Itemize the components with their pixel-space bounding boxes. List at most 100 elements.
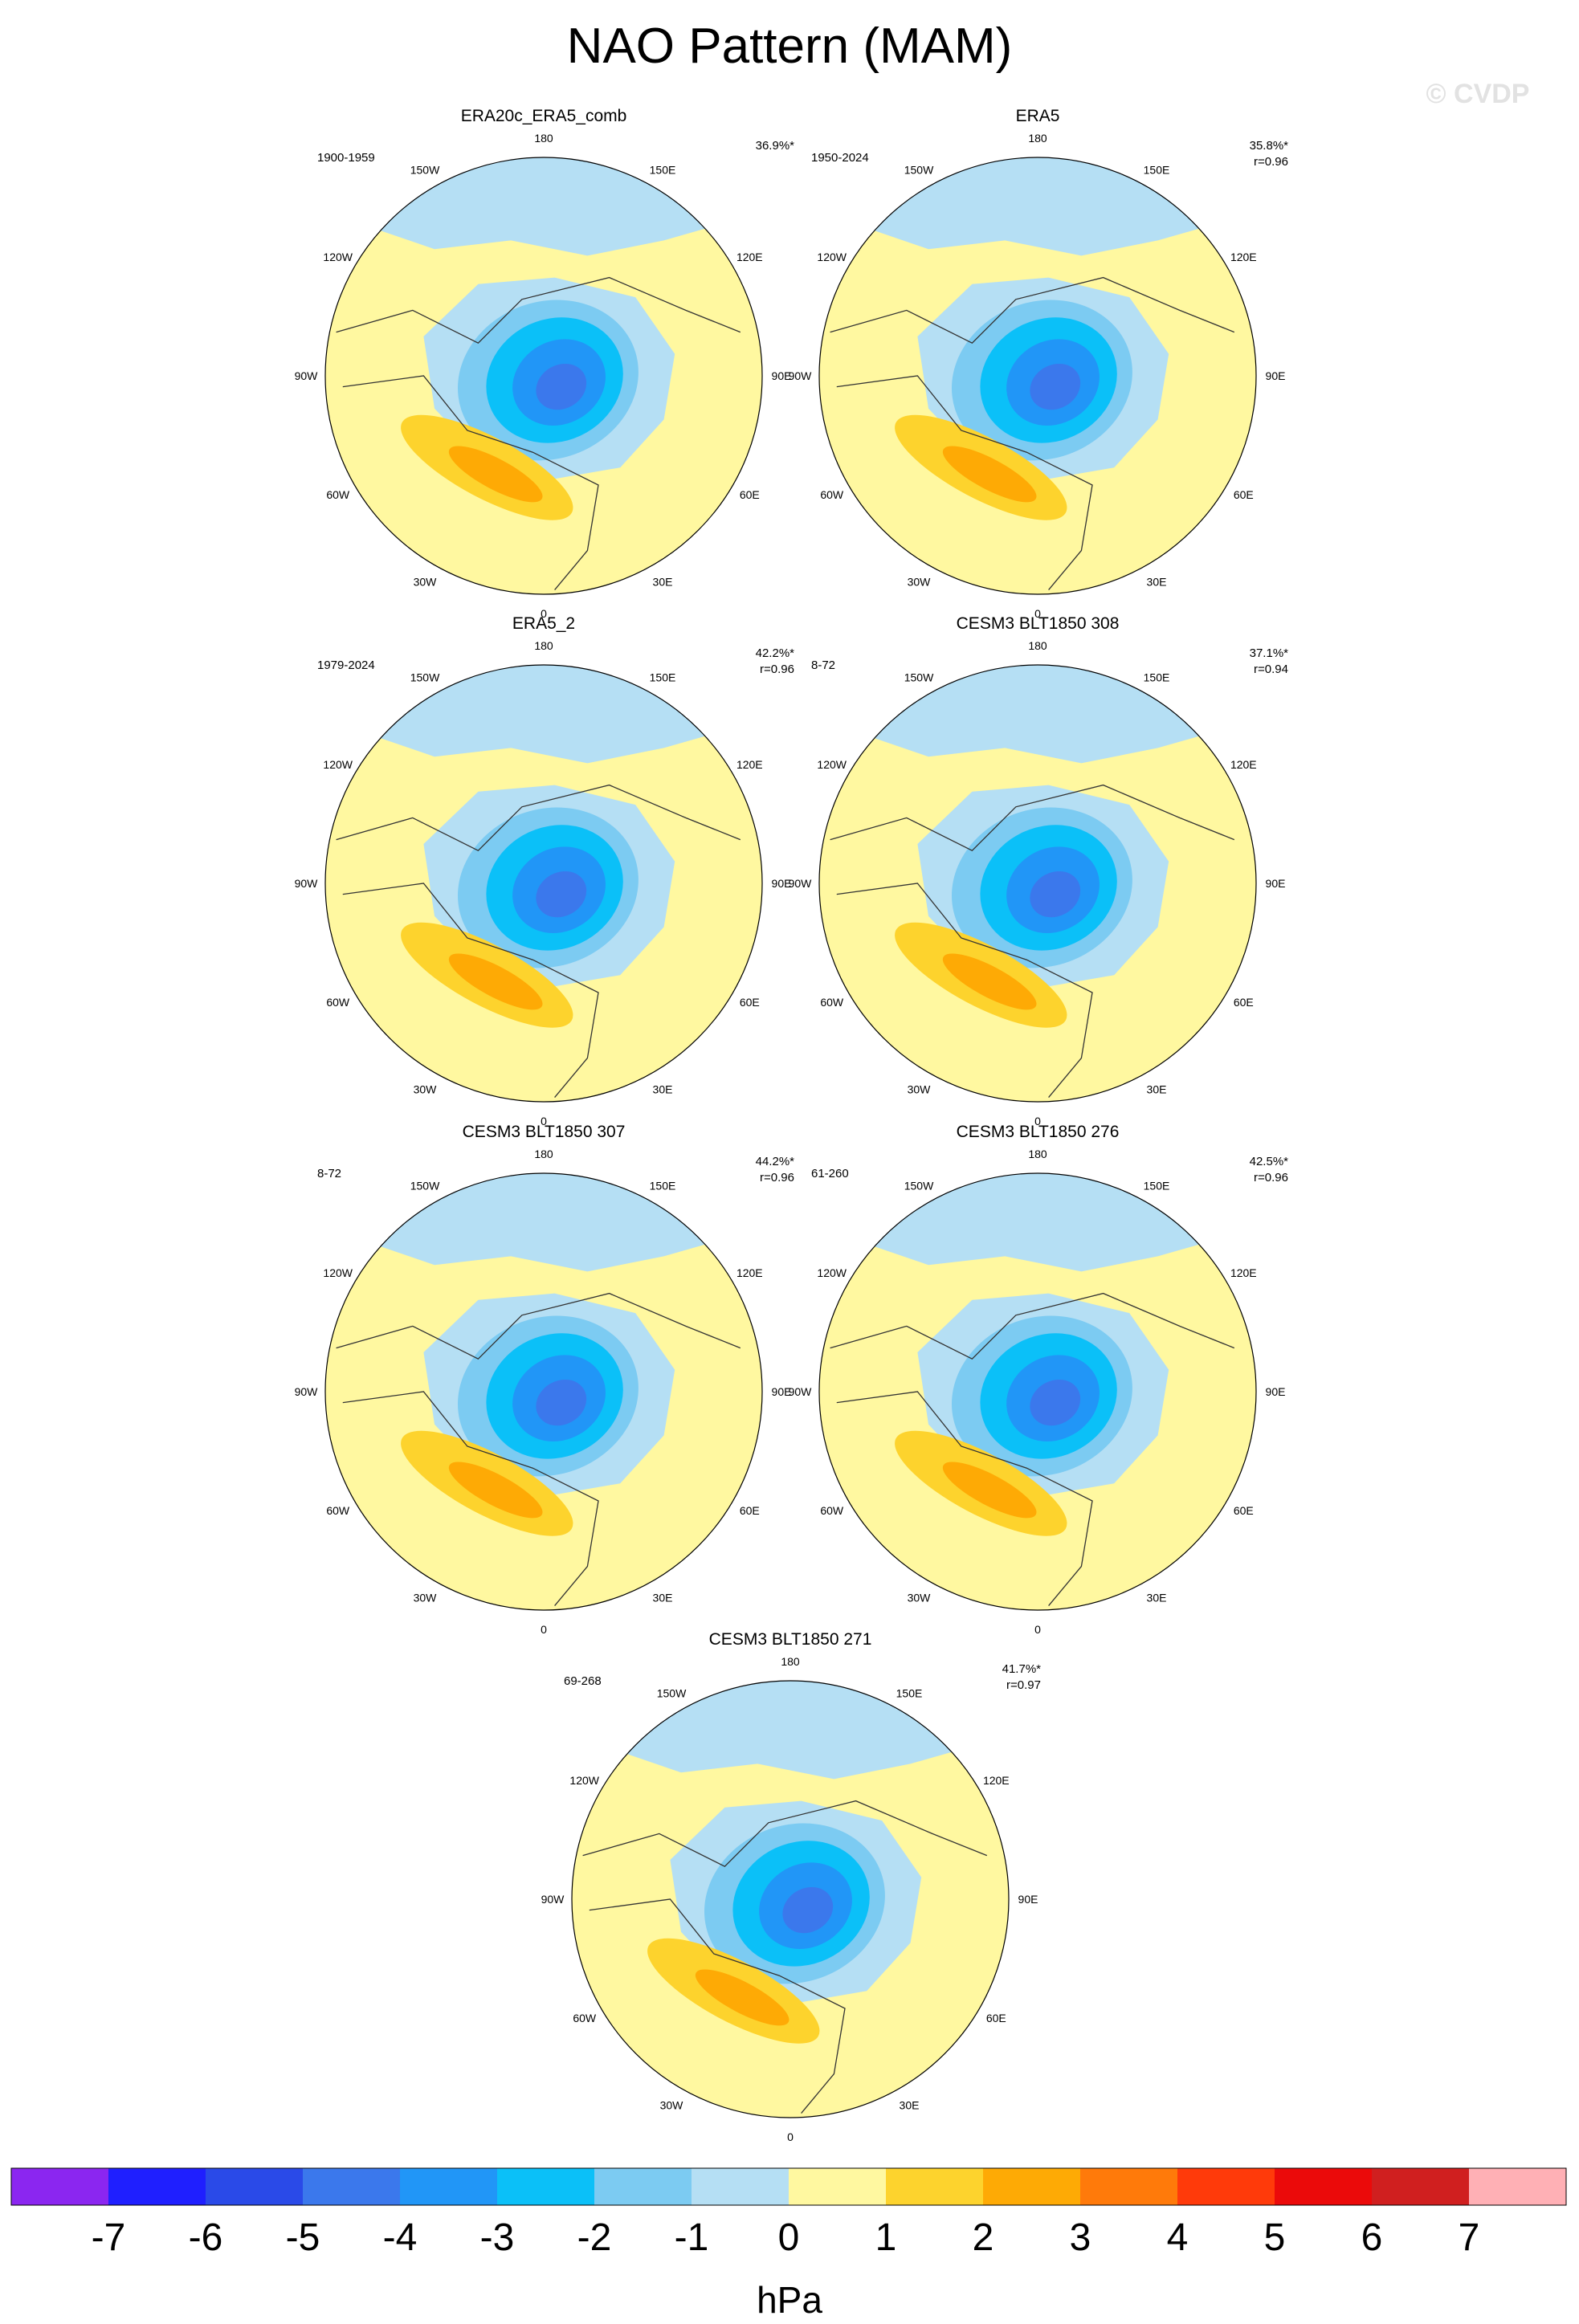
positive-atlantic-2 [942,446,1037,503]
longitude-label: 90W [295,877,319,890]
longitude-label: 120W [323,1266,353,1279]
longitude-label: 30E [653,575,673,588]
map-panel: 180 150E 120E 90E 60E 30E 0 30W 60W 90W 120W 150W ER… [295,107,795,620]
longitude-label: 120W [817,251,847,263]
coastline [836,883,1093,1099]
longitude-label: 30E [653,1591,673,1604]
longitude-label: 150W [410,671,440,684]
longitude-label: 30W [908,1591,932,1604]
period-label: 8-72 [317,1167,341,1180]
negative-arctic-5 [782,1886,834,1934]
longitude-label: 90W [541,1893,565,1906]
colorbar-swatch [11,2168,109,2205]
longitude-label: 180 [1028,1148,1047,1160]
period-label: 69-268 [564,1674,602,1688]
positive-atlantic-2 [448,1462,543,1519]
colorbar: -7 -6 -5 -4 -3 -2 -1 0 1 2 3 4 5 6 7 [10,2167,1567,2259]
longitude-label: 30E [900,2098,920,2111]
negative-arctic-5 [536,870,587,918]
colorbar-tick-label: 7 [1459,2216,1480,2259]
longitude-label: 90W [789,877,813,890]
longitude-label: 60E [740,996,760,1009]
correlation-label: r=0.96 [1254,1171,1288,1184]
longitude-label: 90W [789,369,813,382]
colorbar-tick-label: 2 [973,2216,994,2259]
longitude-label: 150E [650,164,676,177]
panel-title: CESM3 BLT1850 308 [957,614,1120,633]
colorbar-tick-label: -7 [92,2216,126,2259]
map-boundary [324,664,763,1103]
anomaly-field [819,665,1256,1102]
longitude-label: 0 [541,1623,547,1636]
longitude-label: 90W [295,369,319,382]
map-panel: 180 150E 120E 90E 60E 30E 0 30W 60W 90W 120W 150W CE… [295,1123,795,1636]
longitude-label: 120E [1230,758,1257,771]
coastline [589,1898,846,2114]
longitude-label: 30W [414,1082,438,1095]
longitude-label: 120W [323,758,353,771]
longitude-label: 150E [650,1180,676,1193]
longitude-label: 120E [736,758,763,771]
longitude-label: 0 [1034,1115,1041,1127]
longitude-label: 90E [1266,877,1286,890]
variance-label: 42.5%* [1250,1155,1289,1168]
colorbar-tick-label: 1 [875,2216,897,2259]
period-label: 61-260 [811,1167,849,1180]
map-panel: 180 150E 120E 90E 60E 30E 0 30W 60W 90W 120W 150W ER… [789,107,1289,620]
coastline [342,883,599,1099]
longitude-label: 120E [736,1266,763,1279]
colorbar-tick-label: 3 [1070,2216,1091,2259]
colorbar-swatch [1275,2168,1373,2205]
longitude-label: 90E [1266,369,1286,382]
colorbar-swatch [206,2168,304,2205]
longitude-label: 60W [820,996,844,1009]
negative-arctic-5 [536,363,587,410]
longitude-label: 90W [295,1385,319,1398]
longitude-label: 180 [534,639,553,652]
longitude-label: 120W [817,758,847,771]
longitude-label: 0 [1034,607,1041,620]
longitude-label: 30E [653,1082,673,1095]
coastline [830,1292,1235,1360]
longitude-label: 60W [326,1504,350,1517]
longitude-label: 30W [414,1591,438,1604]
longitude-label: 60W [820,488,844,501]
longitude-label: 150E [896,1687,923,1700]
variance-label: 35.8%* [1250,139,1289,153]
longitude-label: 90E [1018,1893,1038,1906]
period-label: 8-72 [811,658,835,672]
positive-atlantic-2 [942,953,1037,1010]
longitude-label: 150W [904,1180,934,1193]
negative-arctic-5 [536,1379,587,1426]
longitude-label: 180 [1028,132,1047,145]
coastline [836,1391,1093,1607]
longitude-label: 60W [326,996,350,1009]
longitude-label: 150E [1144,164,1170,177]
anomaly-field [819,1173,1256,1610]
longitude-label: 60E [1234,1504,1254,1517]
colorbar-frame [10,2167,1567,2206]
map-boundary [324,1172,763,1611]
longitude-label: 150E [1144,1180,1170,1193]
longitude-label: 30W [908,1082,932,1095]
positive-atlantic-2 [695,1969,790,2026]
colorbar-tick-label: -3 [480,2216,515,2259]
variance-label: 44.2%* [756,1155,795,1168]
anomaly-field [572,1681,1009,2118]
panel-title: ERA20c_ERA5_comb [461,107,627,125]
colorbar-tick-label: -4 [383,2216,418,2259]
anomaly-field [325,1173,762,1610]
negative-arctic-5 [1030,1379,1081,1426]
colorbar-swatch [789,2168,887,2205]
longitude-label: 90E [772,1385,792,1398]
longitude-label: 30W [660,2098,684,2111]
longitude-label: 120W [323,251,353,263]
panel-title: CESM3 BLT1850 276 [957,1123,1120,1141]
period-label: 1979-2024 [317,658,375,672]
colorbar-swatch [594,2168,692,2205]
colorbar-units: hPa [757,2279,822,2321]
colorbar-swatch [303,2168,401,2205]
coastline [830,276,1235,344]
map-boundary [818,664,1257,1103]
